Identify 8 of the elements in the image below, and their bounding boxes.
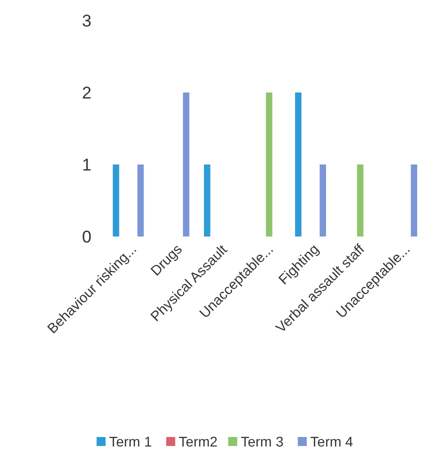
legend-label: Term 3 [240, 434, 284, 450]
legend-label: Term 1 [109, 434, 152, 450]
y-tick-label: 2 [82, 84, 92, 102]
y-tick-label: 1 [82, 156, 92, 174]
legend-label: Term2 [178, 434, 218, 450]
y-tick-label: 3 [82, 12, 92, 30]
legend-label: Term 4 [310, 434, 354, 450]
y-tick-label: 0 [82, 228, 92, 246]
